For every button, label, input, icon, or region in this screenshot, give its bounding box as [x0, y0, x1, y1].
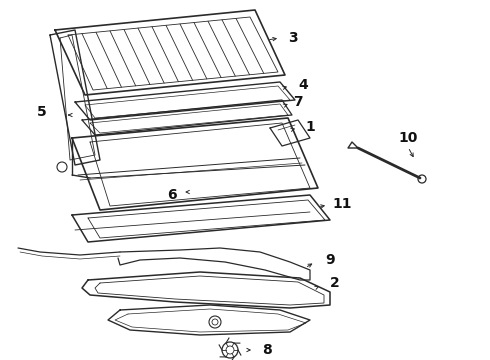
Text: 5: 5	[37, 105, 47, 119]
Text: 7: 7	[293, 95, 303, 109]
Text: 8: 8	[262, 343, 272, 357]
Text: 10: 10	[398, 131, 417, 145]
Text: 9: 9	[325, 253, 335, 267]
Text: 3: 3	[288, 31, 298, 45]
Text: 11: 11	[332, 197, 352, 211]
Text: 4: 4	[298, 78, 308, 92]
Text: 1: 1	[305, 120, 315, 134]
Text: 6: 6	[167, 188, 177, 202]
Text: 2: 2	[330, 276, 340, 290]
